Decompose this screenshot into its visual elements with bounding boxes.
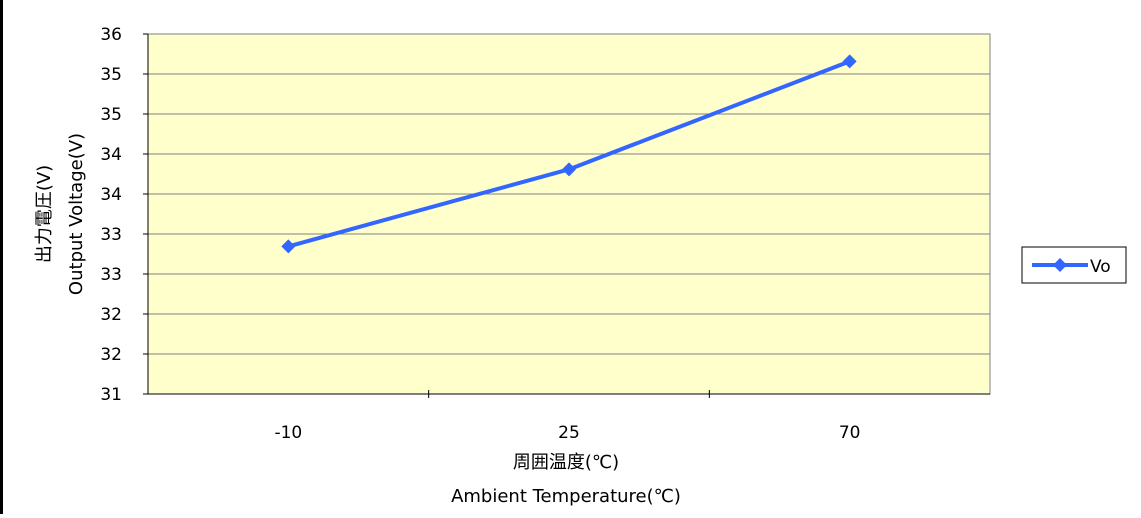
- y-tick-label: 36: [100, 25, 122, 45]
- y-tick-label: 32: [100, 305, 122, 325]
- x-tick-label: 25: [558, 423, 580, 443]
- x-axis-title-japanese: 周囲温度(℃): [513, 452, 619, 473]
- x-tick-label: -10: [274, 423, 302, 443]
- y-axis-title-english: Output Voltage(V): [66, 133, 87, 295]
- plot-area: [147, 33, 991, 395]
- x-axis-ticks: -10 25 70: [274, 390, 860, 443]
- x-tick-label: 70: [839, 423, 861, 443]
- y-tick-label: 32: [100, 345, 122, 365]
- data-point-marker: [281, 239, 296, 254]
- frame-left-border: [0, 0, 3, 514]
- y-tick-label: 35: [100, 65, 122, 85]
- y-axis-ticks: 31 32 32 33 33 34 34 35 35 36: [100, 25, 148, 405]
- y-tick-label: 33: [100, 225, 122, 245]
- legend-series-name: Vo: [1090, 257, 1111, 277]
- y-tick-label: 34: [100, 145, 122, 165]
- x-axis-title-english: Ambient Temperature(℃): [451, 486, 681, 507]
- series-layer: [281, 54, 857, 254]
- y-axis-title-japanese: 出力電圧(V): [34, 165, 55, 263]
- y-tick-label: 33: [100, 265, 122, 285]
- y-tick-label: 34: [100, 185, 122, 205]
- gridlines: [148, 73, 990, 355]
- y-tick-label: 31: [100, 385, 122, 405]
- legend: Vo: [1021, 246, 1127, 284]
- data-point-marker: [842, 54, 857, 69]
- data-point-marker: [562, 162, 576, 177]
- legend-diamond-marker: [1053, 258, 1067, 272]
- y-tick-label: 35: [100, 105, 122, 125]
